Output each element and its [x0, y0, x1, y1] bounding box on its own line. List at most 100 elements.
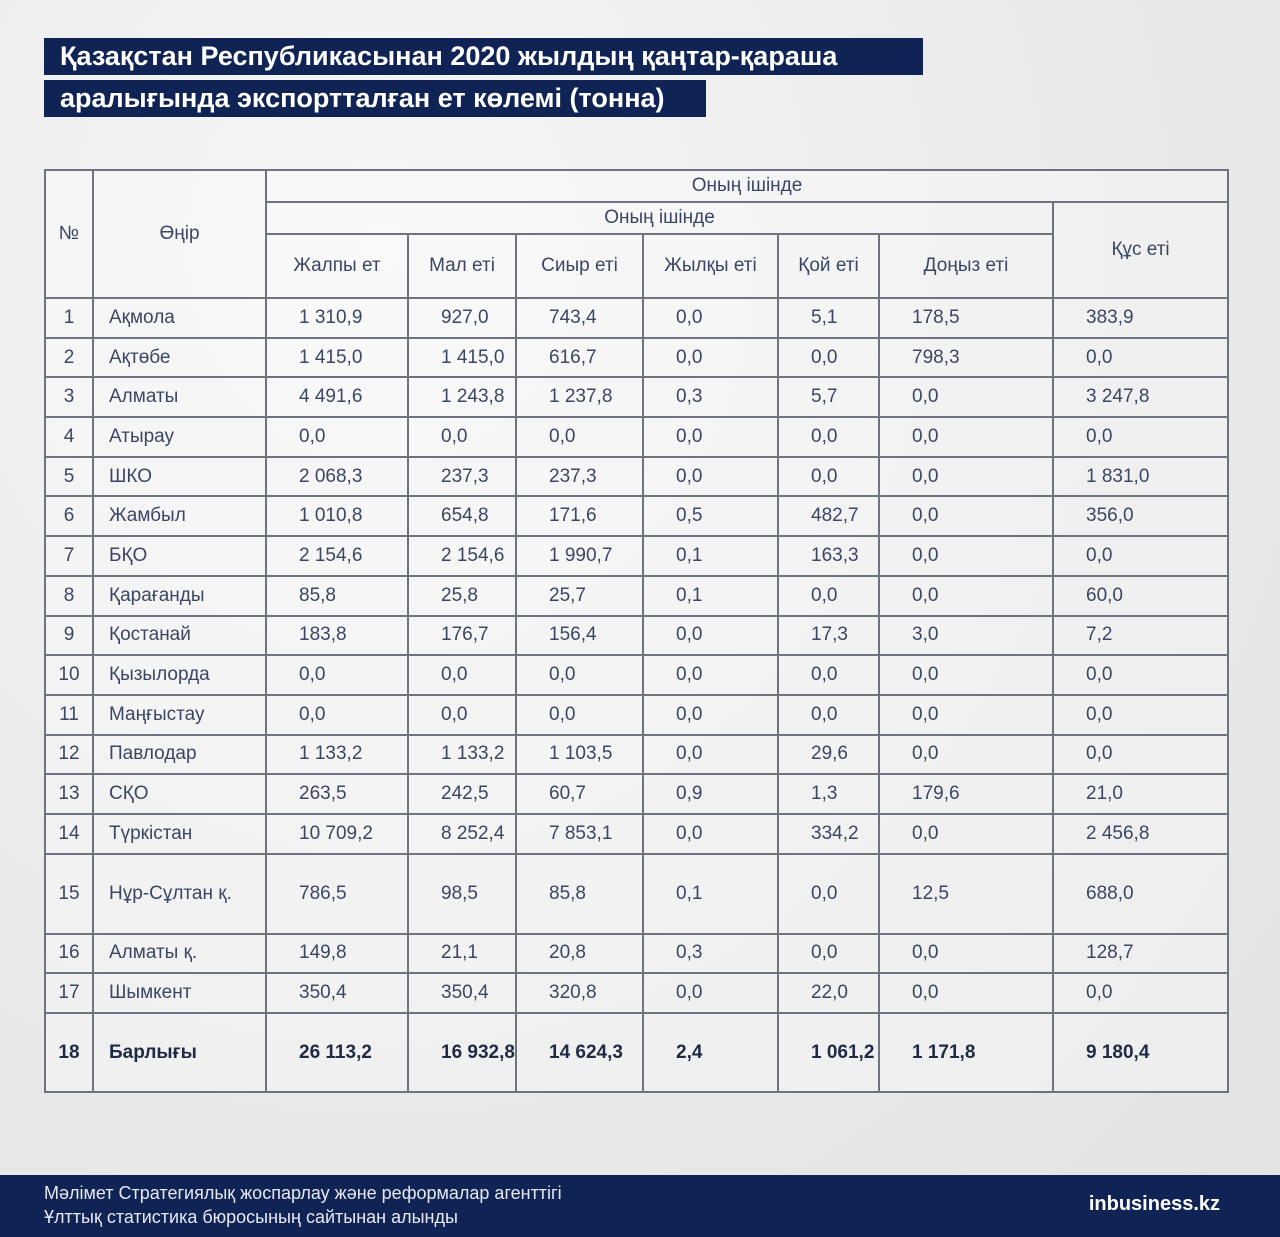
value-cell: 0,0 — [407, 654, 517, 696]
row-number: 2 — [44, 336, 94, 379]
table-row: 2 Ақтөбе 1 415,0 1 415,0 616,7 0,0 0,0 798,3 0,0 — [44, 336, 1230, 379]
total-row: 18 Барлығы 26 113,2 16 932,8 14 624,3 2,4 1 06… — [44, 1012, 1230, 1093]
header-region: Өңір — [92, 169, 267, 299]
value-cell: 9 180,4 — [1051, 1012, 1230, 1093]
region-name: Қызылорда — [92, 654, 267, 696]
table-row: 6 Жамбыл 1 010,8 654,8 171,6 0,5 482,7 0,0 356,0 — [44, 495, 1230, 538]
value-cell: 482,7 — [777, 495, 880, 538]
brand-logo[interactable]: inbusiness.kz — [1088, 1193, 1220, 1215]
title-line-2: аралығында экспортталған ет көлемі (тонн… — [44, 80, 706, 117]
value-cell: 1 133,2 — [407, 733, 517, 776]
row-number: 5 — [44, 455, 94, 498]
value-cell: 0,3 — [642, 932, 779, 975]
value-cell: 0,0 — [265, 416, 409, 458]
table-row: 4 Атырау 0,0 0,0 0,0 0,0 0,0 0,0 0,0 — [44, 416, 1230, 458]
region-name: Түркістан — [92, 812, 267, 855]
value-cell: 1,3 — [777, 773, 880, 815]
value-cell: 0,0 — [515, 416, 644, 458]
value-cell: 0,0 — [878, 932, 1054, 975]
header-total-meat: Жалпы ет — [265, 233, 409, 299]
value-cell: 22,0 — [777, 972, 880, 1014]
value-cell: 21,0 — [1051, 773, 1230, 815]
value-cell: 1 061,2 — [777, 1012, 880, 1093]
table-row: 1 Ақмола 1 310,9 927,0 743,4 0,0 5,1 178,5 383,9 — [44, 297, 1230, 339]
table-row: 17 Шымкент 350,4 350,4 320,8 0,0 22,0 0,0 0,0 — [44, 972, 1230, 1014]
value-cell: 0,0 — [777, 852, 880, 935]
value-cell: 163,3 — [777, 535, 880, 577]
value-cell: 0,0 — [642, 693, 779, 736]
value-cell: 29,6 — [777, 733, 880, 776]
value-cell: 0,0 — [777, 455, 880, 498]
region-name: Барлығы — [92, 1012, 267, 1093]
value-cell: 2 154,6 — [265, 535, 409, 577]
value-cell: 0,0 — [777, 932, 880, 975]
value-cell: 0,1 — [642, 574, 779, 617]
source-line-1: Мәлімет Стратегиялық жоспарлау және рефо… — [44, 1183, 562, 1203]
value-cell: 156,4 — [515, 614, 644, 657]
value-cell: 0,0 — [642, 416, 779, 458]
row-number: 1 — [44, 297, 94, 339]
value-cell: 149,8 — [265, 932, 409, 975]
table-row: 11 Маңғыстау 0,0 0,0 0,0 0,0 0,0 0,0 0,0 — [44, 693, 1230, 736]
value-cell: 176,7 — [407, 614, 517, 657]
value-cell: 14 624,3 — [515, 1012, 644, 1093]
header-num: № — [44, 169, 94, 299]
table-row: 9 Қостанай 183,8 176,7 156,4 0,0 17,3 3,0 7,2 — [44, 614, 1230, 657]
value-cell: 0,0 — [878, 812, 1054, 855]
value-cell: 0,0 — [878, 455, 1054, 498]
region-name: Атырау — [92, 416, 267, 458]
value-cell: 10 709,2 — [265, 812, 409, 855]
value-cell: 0,0 — [1051, 693, 1230, 736]
value-cell: 2 154,6 — [407, 535, 517, 577]
value-cell: 0,1 — [642, 535, 779, 577]
value-cell: 0,0 — [515, 654, 644, 696]
value-cell: 350,4 — [407, 972, 517, 1014]
footer: Мәлімет Стратегиялық жоспарлау және рефо… — [0, 1175, 1280, 1237]
region-name: СҚО — [92, 773, 267, 815]
value-cell: 1 831,0 — [1051, 455, 1230, 498]
value-cell: 0,0 — [878, 654, 1054, 696]
region-name: Қостанай — [92, 614, 267, 657]
value-cell: 616,7 — [515, 336, 644, 379]
value-cell: 7,2 — [1051, 614, 1230, 657]
value-cell: 0,0 — [878, 574, 1054, 617]
row-number: 14 — [44, 812, 94, 855]
value-cell: 0,0 — [642, 455, 779, 498]
source-line-2: Ұлттық статистика бюросының сайтынан алы… — [44, 1207, 458, 1227]
value-cell: 0,1 — [642, 852, 779, 935]
region-name: Ақмола — [92, 297, 267, 339]
value-cell: 1 133,2 — [265, 733, 409, 776]
row-number: 7 — [44, 535, 94, 577]
header-beef: Сиыр еті — [515, 233, 644, 299]
value-cell: 0,0 — [1051, 535, 1230, 577]
value-cell: 0,0 — [515, 693, 644, 736]
region-name: Павлодар — [92, 733, 267, 776]
value-cell: 0,0 — [642, 812, 779, 855]
region-name: Алматы қ. — [92, 932, 267, 975]
value-cell: 334,2 — [777, 812, 880, 855]
value-cell: 0,0 — [878, 416, 1054, 458]
region-name: Қарағанды — [92, 574, 267, 617]
region-name: Ақтөбе — [92, 336, 267, 379]
header-poultry: Құс еті — [1051, 201, 1230, 299]
table-row: 10 Қызылорда 0,0 0,0 0,0 0,0 0,0 0,0 0,0 — [44, 654, 1230, 696]
value-cell: 171,6 — [515, 495, 644, 538]
value-cell: 60,7 — [515, 773, 644, 815]
value-cell: 2 456,8 — [1051, 812, 1230, 855]
row-number: 18 — [44, 1012, 94, 1093]
table-row: 3 Алматы 4 491,6 1 243,8 1 237,8 0,3 5,7 0,0 3 2… — [44, 376, 1230, 419]
value-cell: 20,8 — [515, 932, 644, 975]
table-row: 15 Нұр-Сұлтан қ. 786,5 98,5 85,8 0,1 0,0 12,5 68… — [44, 852, 1230, 935]
value-cell: 242,5 — [407, 773, 517, 815]
value-cell: 263,5 — [265, 773, 409, 815]
value-cell: 237,3 — [515, 455, 644, 498]
value-cell: 0,0 — [1051, 733, 1230, 776]
value-cell: 927,0 — [407, 297, 517, 339]
value-cell: 1 237,8 — [515, 376, 644, 419]
value-cell: 178,5 — [878, 297, 1054, 339]
value-cell: 0,0 — [777, 336, 880, 379]
value-cell: 0,0 — [265, 654, 409, 696]
header-horse: Жылқы еті — [642, 233, 779, 299]
value-cell: 0,0 — [642, 297, 779, 339]
value-cell: 237,3 — [407, 455, 517, 498]
